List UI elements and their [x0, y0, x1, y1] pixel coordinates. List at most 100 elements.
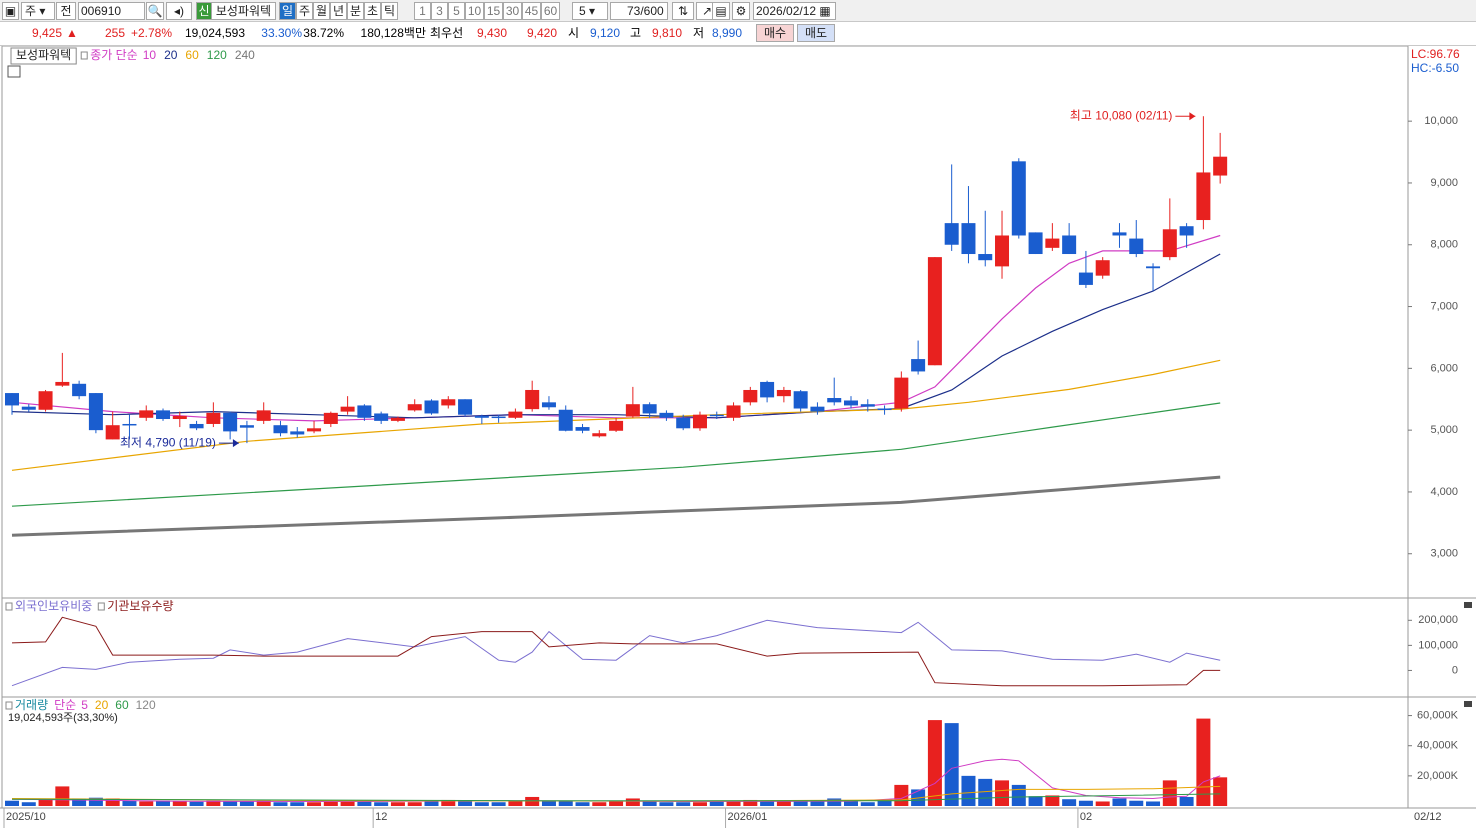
- y-tick-label: 10,000: [1424, 115, 1458, 127]
- credit-badge[interactable]: 신: [196, 2, 212, 20]
- volume-bar: [558, 800, 573, 806]
- minute-button[interactable]: 30: [503, 2, 522, 20]
- volume-bar: [1062, 799, 1077, 806]
- minute-button[interactable]: 5: [448, 2, 465, 20]
- volume-bar: [390, 802, 405, 806]
- candle-body: [407, 404, 422, 411]
- volume-bar: [877, 800, 892, 806]
- bid: 9,420: [526, 26, 557, 40]
- volume-bar: [340, 800, 355, 806]
- minute-button[interactable]: 45: [522, 2, 541, 20]
- candle-body: [978, 254, 993, 261]
- legend-entry: 외국인보유비중: [15, 599, 92, 613]
- tool-button[interactable]: ⇅: [672, 2, 694, 20]
- count-box[interactable]: 73/600: [610, 2, 668, 20]
- period-button[interactable]: 년: [330, 2, 347, 20]
- candle-body: [88, 393, 103, 431]
- volume-bar: [726, 801, 741, 806]
- x-tick-label: 02: [1080, 811, 1092, 823]
- volume-bar: [625, 798, 640, 806]
- candle-body: [340, 406, 355, 412]
- candle-body: [1078, 272, 1093, 285]
- candle-body: [609, 420, 624, 431]
- period-button[interactable]: 틱: [381, 2, 398, 20]
- candle-body: [575, 427, 590, 431]
- change-rate: +2.78%: [130, 26, 172, 40]
- minute-button[interactable]: 1: [414, 2, 431, 20]
- minute-button[interactable]: 15: [484, 2, 503, 20]
- minute-button[interactable]: 3: [431, 2, 448, 20]
- annotation: 최저 4,790 (11/19): [120, 435, 216, 449]
- unit-select[interactable]: 5 ▾: [572, 2, 608, 20]
- volume-bar: [374, 802, 389, 806]
- credit: 신: [198, 4, 210, 18]
- y-tick-label: 0: [1452, 664, 1458, 676]
- candle-body: [541, 402, 556, 408]
- period-button[interactable]: 월: [313, 2, 330, 20]
- volume-bar: [575, 802, 590, 806]
- code-input[interactable]: 006910: [78, 2, 145, 20]
- code: 006910: [81, 4, 122, 18]
- panel-close[interactable]: [1464, 701, 1472, 707]
- candle-body: [911, 359, 926, 372]
- series-line: [11, 616, 1221, 687]
- period-button[interactable]: 주: [296, 2, 313, 20]
- range: 전: [60, 4, 72, 18]
- candle-body: [726, 405, 741, 418]
- volume: 19,024,593: [184, 26, 245, 40]
- save-button[interactable]: ▤: [712, 2, 730, 20]
- candle-body: [1095, 260, 1110, 276]
- candle-body: [357, 405, 372, 418]
- market-select[interactable]: 주 ▾: [21, 2, 55, 20]
- panel-close[interactable]: [1464, 602, 1472, 608]
- volume-bar: [760, 800, 775, 806]
- open-label: 시: [568, 26, 580, 40]
- x-tick-label: 2026/01: [728, 811, 768, 823]
- volume-bar: [692, 802, 707, 806]
- legend-entry: 20: [164, 48, 178, 62]
- volume-bar: [491, 802, 506, 806]
- candle-body: [1146, 266, 1161, 269]
- legend-entry: 60: [185, 48, 199, 62]
- search-button[interactable]: 🔍: [146, 2, 164, 20]
- volume-bar: [609, 801, 624, 806]
- settings-button[interactable]: ⚙: [732, 2, 750, 20]
- date-input[interactable]: 2026/02/12 ▦: [753, 2, 836, 20]
- candle-body: [21, 406, 36, 410]
- ratio: 38.72%: [303, 26, 344, 40]
- period-button[interactable]: 초: [364, 2, 381, 20]
- legend-entry: 20: [95, 698, 109, 712]
- candle-body: [105, 425, 120, 440]
- calendar-icon[interactable]: [7, 65, 21, 78]
- chart-icon[interactable]: ▣: [2, 2, 19, 20]
- best-label: 최우선: [430, 26, 464, 40]
- candle-body: [1129, 238, 1144, 255]
- minute-button[interactable]: 10: [465, 2, 484, 20]
- stock-name: 보성파워텍: [215, 4, 272, 18]
- volume-bar: [139, 801, 154, 806]
- candle-body: [223, 412, 238, 432]
- volume-bar: [844, 801, 858, 806]
- volume-bar: [441, 799, 456, 806]
- sell-button[interactable]: 매도: [797, 24, 835, 42]
- sound-button[interactable]: ◂): [166, 2, 192, 20]
- range-button[interactable]: 전: [56, 2, 76, 20]
- period-button[interactable]: 분: [347, 2, 364, 20]
- volume-bar: [525, 796, 540, 806]
- high-label: 고: [630, 26, 642, 40]
- volume-bar: [1028, 796, 1043, 806]
- period-button[interactable]: 일: [279, 2, 296, 20]
- volume-bar: [206, 800, 221, 806]
- candle-body: [659, 412, 674, 418]
- hc-label: HC:-6.50: [1411, 61, 1459, 75]
- legend-swatch: [5, 602, 13, 611]
- candle-body: [877, 408, 892, 411]
- buy-button[interactable]: 매수: [756, 24, 794, 42]
- candle-body: [995, 235, 1010, 267]
- minute-button[interactable]: 60: [541, 2, 560, 20]
- stock-name-box[interactable]: 보성파워텍: [212, 2, 276, 20]
- candle-body: [323, 412, 338, 424]
- candle-body: [156, 410, 171, 420]
- candle-body: [5, 393, 19, 406]
